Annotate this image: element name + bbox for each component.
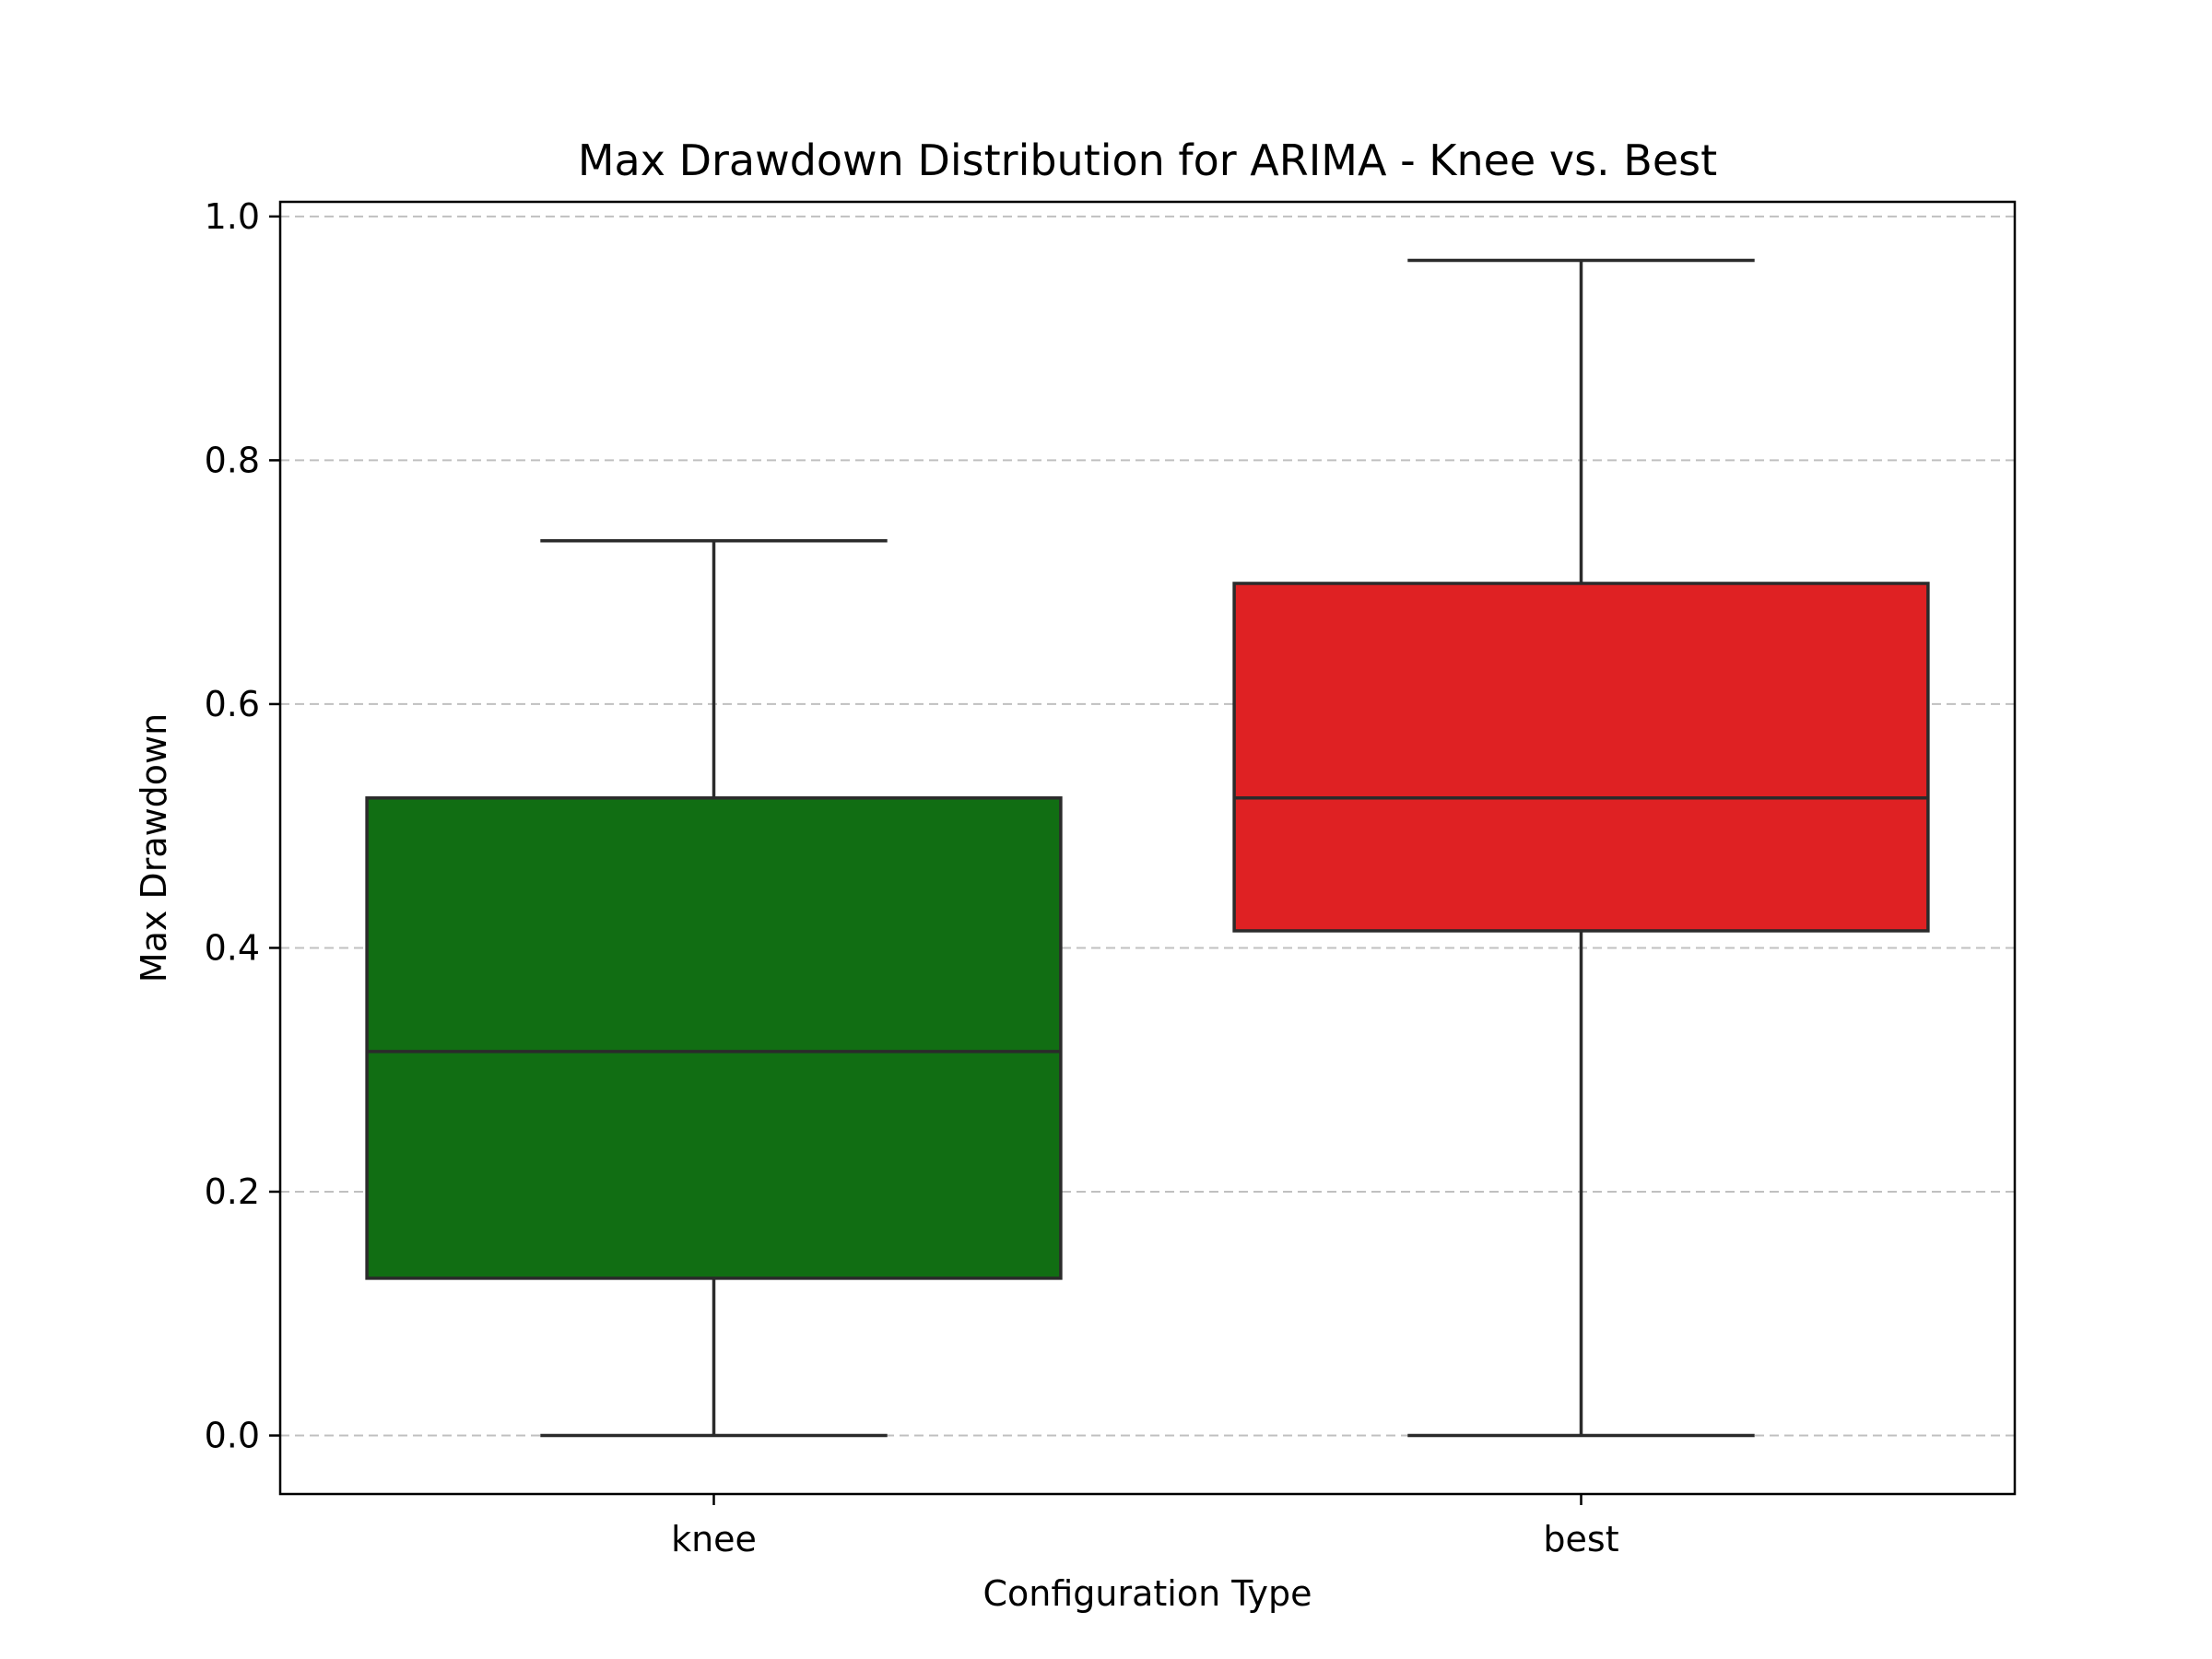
iqr-box bbox=[1232, 582, 1930, 933]
y-tick-label: 1.0 bbox=[205, 196, 260, 237]
y-tick-label: 0.2 bbox=[205, 1171, 260, 1212]
iqr-box bbox=[365, 796, 1063, 1280]
y-tick-label: 0.6 bbox=[205, 684, 260, 724]
y-axis-ticks: 0.0 0.2 0.4 0.6 0.8 1.0 bbox=[205, 196, 280, 1456]
box-knee bbox=[365, 538, 1063, 1438]
x-axis-label: Configuration Type bbox=[982, 1573, 1312, 1614]
chart-title: Max Drawdown Distribution for ARIMA - Kn… bbox=[578, 135, 1717, 185]
y-tick-label: 0.0 bbox=[205, 1416, 260, 1456]
plot-frame bbox=[278, 200, 2017, 1496]
y-tick-label: 0.8 bbox=[205, 440, 260, 480]
box-series bbox=[365, 258, 1930, 1438]
x-axis-ticks: knee best bbox=[671, 1494, 1619, 1559]
y-tick-label: 0.4 bbox=[205, 927, 260, 968]
box-best bbox=[1232, 258, 1930, 1438]
x-tick-label-best: best bbox=[1543, 1519, 1618, 1559]
x-tick-label-knee: knee bbox=[671, 1519, 757, 1559]
y-axis-label: Max Drawdown bbox=[134, 713, 174, 982]
